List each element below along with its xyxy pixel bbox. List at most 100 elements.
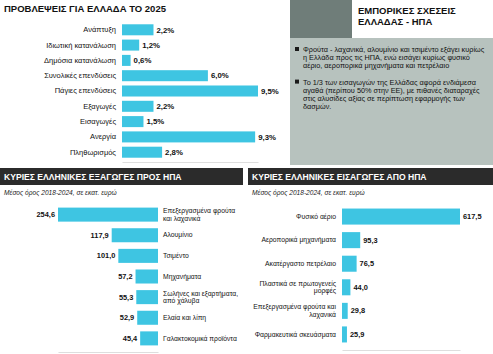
bar: [118, 249, 158, 263]
tick: Ανεργία: [90, 132, 117, 141]
data-label: 55,3: [119, 293, 133, 302]
panel-title: ΕΜΠΟΡΙΚΕΣ ΣΧΕΣΕΙΣΕΛΛΑΔΑΣ - ΗΠΑ: [358, 5, 456, 27]
panel-background: [290, 0, 493, 165]
tick: Επεξεργασμένα φρούτακαι λαχανικά: [163, 207, 235, 223]
tick-label: Επεξεργασμένα φρούτα καιλαχανικά: [253, 303, 336, 319]
tick: Αεροπορικά μηχανήματα: [261, 236, 336, 244]
data-label: 254,6: [37, 210, 56, 219]
data-label: 29,8: [351, 306, 365, 315]
text-line: Ακατέργαστο πετρέλαιο: [265, 260, 336, 268]
tick: Ακατέργαστο πετρέλαιο: [265, 260, 336, 268]
data-label: 44,0: [353, 283, 367, 292]
tick-label: Φυσικό αέριο: [296, 213, 336, 221]
bar: [342, 232, 360, 248]
tick: Φυσικό αέριο: [296, 213, 336, 221]
bullet-text: Φρούτα - λαχανικά, αλουμίνιο και τσιμέντ…: [303, 45, 485, 70]
tick: Πληθωρισμός: [70, 148, 116, 157]
tick-label: Φαρμακευτικά σκευάσματα: [255, 331, 336, 339]
chart-1: ΚΥΡΙΕΣ ΕΛΛΗΝΙΚΕΣ ΕΞΑΓΩΓΕΣ ΠΡΟΣ ΗΠΑ Μέσος …: [0, 168, 243, 353]
tick-label: Πληθωρισμός: [70, 148, 116, 157]
data-label: 95,3: [363, 236, 377, 245]
value-axis: [59, 352, 159, 353]
bar: [342, 279, 350, 295]
panel-title-box: [352, 0, 493, 38]
tick: Εισαγωγές: [80, 117, 116, 126]
tick-label: Δημόσια κατανάλωση: [44, 56, 116, 65]
data-label: 1,2%: [142, 41, 160, 50]
tick: Μηχανήματα: [163, 273, 201, 281]
bullet-marker: [295, 80, 299, 84]
tick-label: Πάγιες επενδύσεις: [55, 86, 117, 95]
background: [0, 0, 493, 354]
data-label: 2,2%: [156, 102, 174, 111]
tick-label: Συνολικές επενδύσεις: [44, 71, 116, 80]
tick-label: Ακατέργαστο πετρέλαιο: [265, 260, 336, 268]
text-line: Αλουμίνιο: [163, 231, 193, 239]
tick-label: Εισαγωγές: [80, 117, 116, 126]
bars: [58, 208, 158, 346]
bar: [342, 256, 357, 272]
bar: [137, 311, 158, 325]
bar: [122, 147, 162, 158]
bar: [122, 116, 143, 127]
text-line: Τσιμέντο: [163, 252, 189, 260]
chart-title: ΚΥΡΙΕΣ ΕΛΛΗΝΙΚΕΣ ΕΙΣΑΓΩΓΕΣ ΑΠΟ ΗΠΑ: [252, 172, 427, 182]
tick-label: Ιδιωτική κατανάλωση: [46, 40, 116, 49]
bar: [122, 40, 139, 51]
data-label: 9,3%: [258, 133, 276, 142]
text-line: ΕΛΛΑΔΑΣ - ΗΠΑ: [358, 16, 432, 27]
tick-label: Ανεργία: [90, 132, 117, 141]
tick: Γαλακτοκομικά προϊόντα: [163, 335, 237, 343]
tick: Σωλήνες και εξαρτήματα,από χάλυβα: [163, 290, 238, 306]
chart-title: ΚΥΡΙΕΣ ΕΛΛΗΝΙΚΕΣ ΕΞΑΓΩΓΕΣ ΠΡΟΣ ΗΠΑ: [4, 172, 182, 182]
text-line: Ελαία και λίπη: [163, 314, 206, 322]
text-line: μορφές: [314, 287, 337, 295]
tick-label: Γαλακτοκομικά προϊόντα: [163, 335, 237, 343]
data-label: 101,0: [97, 251, 116, 260]
bullet-marker: [295, 47, 299, 51]
chart-0: ΠΡΟΒΛΕΨΕΙΣ ΓΙΑ ΕΛΛΑΔΑ ΤΟ 2025 Ανάπτυξη Ιδι…: [4, 3, 279, 163]
tick-label: Εξαγωγές: [83, 102, 116, 111]
bar: [122, 101, 153, 112]
tick-label: Αεροπορικά μηχανήματα: [261, 236, 336, 244]
text-line: αέριο, αεροπορικά μηχανήματα και πετρέλα…: [303, 61, 449, 70]
tick-label: Επεξεργασμένα φρούτακαι λαχανικά: [163, 207, 235, 223]
text-line: Γαλακτοκομικά προϊόντα: [163, 335, 237, 343]
tick-label: Τσιμέντο: [163, 252, 189, 260]
data-label: 0,6%: [134, 56, 152, 65]
bar: [122, 24, 153, 35]
chart-title: ΠΡΟΒΛΕΨΕΙΣ ΓΙΑ ΕΛΛΑΔΑ ΤΟ 2025: [4, 3, 167, 14]
tick: Ανάπτυξη: [83, 25, 116, 34]
data-labels: 617,595,376,544,029,825,9: [350, 212, 482, 339]
axis-line: [123, 162, 259, 163]
bar: [342, 209, 460, 225]
category-axis: Φυσικό αέριο Αεροπορικά μηχανήματα Ακατέργ…: [253, 213, 337, 339]
bar: [136, 269, 158, 283]
bars: [342, 209, 460, 343]
data-label: 2,8%: [165, 148, 183, 157]
axis-line: [59, 352, 159, 353]
bar: [122, 70, 208, 81]
data-label: 52,9: [120, 313, 134, 322]
info-panel: ΕΜΠΟΡΙΚΕΣ ΣΧΕΣΕΙΣΕΛΛΑΔΑΣ - ΗΠΑ Φρούτα - λ…: [290, 0, 493, 165]
title-band: [248, 168, 493, 185]
tick-label: Αλουμίνιο: [163, 231, 193, 239]
chart-subtitle: Μέσος όρος 2018-2024, σε εκατ. ευρώ: [4, 189, 117, 197]
tick: Επεξεργασμένα φρούτα καιλαχανικά: [253, 303, 336, 319]
text-line: Μηχανήματα: [163, 273, 201, 281]
tick-label: Ελαία και λίπη: [163, 314, 206, 322]
data-label: 57,2: [118, 272, 132, 281]
tick: Συνολικές επενδύσεις: [44, 71, 116, 80]
value-axis: [343, 350, 461, 351]
tick-label: Μηχανήματα: [163, 273, 201, 281]
text-line: λαχανικά: [309, 311, 336, 319]
data-label: 2,2%: [156, 26, 174, 35]
panel-shade: [290, 0, 352, 38]
tick: Πλαστικά σε πρωτογενείςμορφές: [259, 280, 336, 296]
title-band: [0, 168, 243, 185]
text-line: από χάλυβα: [163, 297, 199, 305]
chart-subtitle: Μέσος όρος 2018-2024, σε εκατ. ευρώ: [252, 189, 365, 197]
category-axis: Ανάπτυξη Ιδιωτική κατανάλωση Δημόσια καταν…: [44, 25, 117, 156]
data-label: 9,5%: [261, 87, 279, 96]
bar: [112, 228, 158, 242]
